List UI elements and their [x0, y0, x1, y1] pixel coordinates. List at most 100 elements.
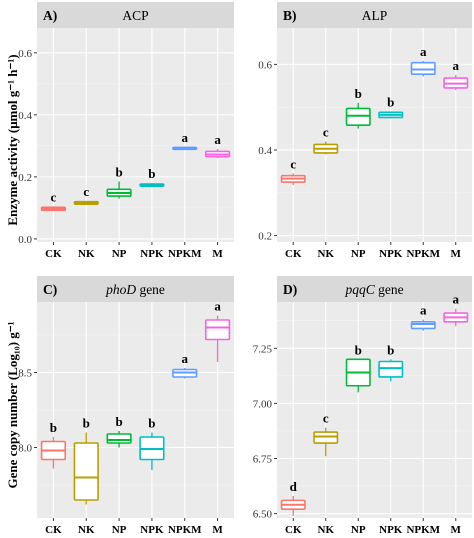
x-tick-label: NP [112, 524, 127, 536]
box-npk: b [139, 166, 165, 187]
box-body [73, 442, 99, 501]
box-npkm: a [410, 303, 436, 331]
box-body [204, 319, 231, 341]
panel-header-strip [277, 2, 472, 28]
box-np: b [106, 165, 132, 199]
significance-letter: b [355, 342, 362, 357]
box-m: a [443, 58, 469, 91]
y-tick-label: 0.6 [18, 48, 32, 60]
plot-background [277, 28, 472, 242]
panel-label: C) [43, 282, 57, 297]
y-tick-label: 0.2 [18, 172, 32, 184]
box-body [313, 431, 339, 444]
y-tick-label: 0.6 [258, 59, 272, 71]
significance-letter: b [148, 166, 155, 181]
x-tick-label: NK [318, 248, 335, 260]
significance-letter: b [115, 414, 122, 429]
x-tick-label: NPKM [168, 248, 202, 260]
box-npk: b [139, 416, 165, 470]
panel-phod: C) phoD gene 8.0 8.5 CK NK NP NPK NPKM Mb b b b a a [18, 276, 234, 536]
significance-letter: a [453, 292, 460, 307]
panel-title-gene: phoD [105, 282, 136, 297]
y-tick-label: 0.4 [18, 110, 32, 122]
panel-title-suffix: gene [375, 282, 404, 297]
significance-letter: d [290, 479, 298, 494]
x-tick-label: NPK [379, 524, 403, 536]
x-tick-label: NK [78, 524, 95, 536]
panel-acp: A) ACP 0.0 0.2 0.4 0.6 CK NK NP NPK NPKM Mc c b b a a [18, 2, 234, 260]
box-body [345, 107, 371, 126]
x-tick-label: M [451, 248, 462, 260]
significance-letter: b [387, 94, 394, 109]
box-ck: c [280, 157, 306, 186]
x-tick-label: CK [285, 524, 302, 536]
significance-letter: a [182, 351, 189, 366]
y-axis-label-bottom: Gene copy number (Log₁₀) g⁻¹ [5, 321, 20, 488]
box-npkm: a [172, 351, 198, 379]
box-ck: d [280, 479, 306, 516]
significance-letter: b [83, 416, 90, 431]
x-tick-label: NPK [140, 248, 164, 260]
x-tick-label: NPKM [406, 248, 440, 260]
significance-letter: c [83, 184, 89, 199]
x-tick-label: M [212, 524, 223, 536]
significance-letter: b [148, 416, 155, 431]
box-np: b [345, 342, 371, 393]
box-npkm: a [172, 130, 198, 151]
significance-letter: a [214, 132, 221, 147]
significance-letter: a [214, 299, 221, 314]
box-m: a [204, 132, 231, 159]
x-tick-label: CK [285, 248, 302, 260]
box-npkm: a [410, 44, 436, 77]
x-tick-label: NP [351, 524, 366, 536]
x-tick-label: NP [112, 248, 127, 260]
panel-title-gene: pqqC [344, 282, 375, 297]
y-tick-label: 7.00 [253, 398, 273, 410]
significance-letter: b [115, 165, 122, 180]
y-tick-label: 0.2 [258, 231, 272, 243]
box-body [410, 321, 436, 330]
significance-letter: b [355, 86, 362, 101]
panel-label: B) [283, 8, 297, 23]
y-tick-label: 7.25 [253, 343, 273, 355]
significance-letter: a [453, 58, 460, 73]
x-tick-label: NPK [140, 524, 164, 536]
box-nk: c [313, 411, 339, 457]
panel-title: ACP [122, 8, 148, 23]
panel-title: ALP [362, 8, 388, 23]
y-tick-label: 6.75 [253, 453, 273, 465]
box-m: a [443, 292, 469, 327]
x-tick-label: M [212, 248, 223, 260]
box-np: b [345, 86, 371, 129]
significance-letter: c [51, 189, 57, 204]
box-nk: c [73, 184, 99, 205]
plot-background [277, 302, 472, 518]
significance-letter: a [420, 303, 427, 318]
box-body [378, 360, 404, 378]
x-tick-label: M [451, 524, 462, 536]
x-tick-label: NK [78, 248, 95, 260]
box-m: a [204, 299, 231, 362]
box-ck: c [40, 189, 67, 212]
x-tick-label: NP [351, 248, 366, 260]
box-npk: b [378, 342, 404, 382]
panel-label: D) [283, 282, 297, 297]
panel-alp: B) ALP 0.2 0.4 0.6 CK NK NP NPK NPKM Mc c b b a a [258, 2, 472, 260]
x-tick-label: NK [318, 524, 335, 536]
y-tick-label: 8.0 [18, 443, 32, 455]
plot-background [37, 28, 234, 242]
x-tick-label: CK [45, 524, 62, 536]
box-ck: b [40, 420, 67, 469]
y-axis-label-top: Enzyme activity (μmol g⁻¹ h⁻¹) [5, 54, 20, 225]
panel-title: pqqC gene [344, 282, 403, 297]
x-tick-label: NPKM [168, 524, 202, 536]
x-tick-label: CK [45, 248, 62, 260]
y-tick-label: 8.5 [18, 368, 32, 380]
box-np: b [106, 414, 132, 448]
panel-header-strip [277, 276, 472, 302]
significance-letter: b [50, 420, 57, 435]
panel-title: phoD gene [105, 282, 165, 297]
significance-letter: c [323, 124, 329, 139]
y-tick-label: 6.50 [253, 509, 273, 521]
